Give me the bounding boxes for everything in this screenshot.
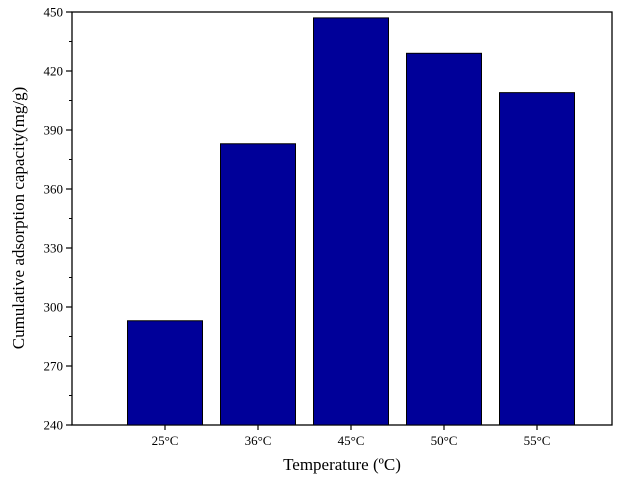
x-tick-label: 45°C — [338, 433, 365, 448]
y-axis-title: Cumulative adsorption capacity(mg/g) — [9, 87, 28, 350]
bar — [220, 143, 296, 426]
y-tick-label: 450 — [44, 5, 64, 20]
y-tick-label: 240 — [44, 418, 64, 433]
y-tick-label: 360 — [44, 182, 64, 197]
x-tick-label: 36°C — [245, 433, 272, 448]
y-axis-ticks: 240 270 300 330 360 390 420 450 — [44, 5, 72, 433]
bars-group — [127, 17, 575, 426]
y-tick-label: 420 — [44, 64, 64, 79]
y-tick-label: 390 — [44, 123, 64, 138]
bar — [313, 17, 389, 426]
bar — [499, 92, 575, 426]
x-tick-label: 50°C — [431, 433, 458, 448]
bar — [127, 320, 203, 426]
x-tick-label: 55°C — [524, 433, 551, 448]
x-tick-label: 25°C — [152, 433, 179, 448]
y-tick-label: 300 — [44, 300, 64, 315]
y-tick-label: 330 — [44, 241, 64, 256]
y-tick-label: 270 — [44, 359, 64, 374]
x-axis-title: Temperature (ºC) — [283, 455, 401, 474]
x-axis-ticks: 25°C 36°C 45°C 50°C 55°C — [152, 425, 551, 448]
bar — [406, 52, 482, 426]
